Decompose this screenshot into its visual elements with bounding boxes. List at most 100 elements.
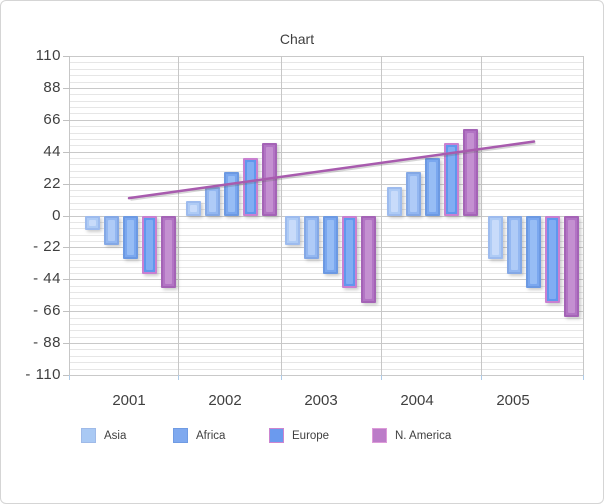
x-axis-tick (178, 375, 179, 380)
bar-n-america-2003[interactable] (360, 215, 376, 303)
gridline-minor (69, 196, 583, 198)
bar-highlight (189, 205, 197, 212)
gridline-minor (69, 164, 583, 166)
bar-highlight (145, 219, 153, 270)
gridline-minor (69, 336, 583, 338)
bar-asia-2001[interactable] (84, 215, 100, 230)
bar-series-2-2001[interactable] (103, 215, 119, 245)
y-axis-tick (63, 56, 70, 57)
gridline-minor (69, 177, 583, 179)
x-tick-label-2002: 2002 (208, 392, 242, 409)
trendline-layer (127, 140, 536, 201)
gridline-major (69, 56, 583, 57)
column-gridline (381, 56, 382, 375)
y-axis-tick (63, 215, 70, 217)
gridline-minor (69, 368, 583, 370)
bar-series-2-2005[interactable] (506, 215, 522, 274)
gridline-minor (69, 362, 583, 364)
bar-n-america-2001[interactable] (160, 215, 176, 288)
legend-swatch-africa (173, 428, 188, 443)
y-axis-tick (63, 375, 70, 376)
gridline-minor (69, 285, 583, 287)
bar-highlight (428, 161, 436, 212)
bar-highlight (227, 176, 235, 212)
column-gridline (178, 56, 179, 375)
bar-highlight (491, 219, 499, 255)
gridline-minor (69, 330, 583, 332)
x-tick-label-2001: 2001 (112, 392, 146, 409)
bar-asia-2002[interactable] (185, 201, 201, 216)
gridline-major (69, 151, 583, 153)
bar-highlight (466, 132, 474, 212)
x-axis-tick (381, 375, 382, 380)
bar-series-2-2003[interactable] (303, 215, 319, 259)
gridline-major (69, 279, 583, 281)
bar-africa-2003[interactable] (322, 215, 338, 274)
bar-africa-2001[interactable] (122, 215, 138, 259)
legend-swatch-europe (269, 428, 284, 443)
bar-n-america-2005[interactable] (563, 215, 579, 317)
gridline-minor (69, 68, 583, 70)
y-axis-tick (63, 87, 70, 89)
trendline-shadow (130, 141, 536, 201)
gridline-minor (69, 94, 583, 96)
y-tick-label: - 22 (33, 238, 61, 256)
gridline-minor (69, 132, 583, 134)
bar-highlight (246, 161, 254, 212)
bar-highlight (345, 219, 353, 284)
bar-highlight (126, 219, 134, 255)
bar-europe-2003[interactable] (341, 215, 357, 288)
gridline-minor (69, 81, 583, 83)
bar-highlight (567, 219, 575, 313)
y-tick-label: - 110 (25, 366, 61, 383)
bar-europe-2004[interactable] (443, 143, 459, 216)
bar-asia-2005[interactable] (487, 215, 503, 259)
gridline-minor (69, 100, 583, 102)
y-axis-tick (63, 183, 70, 185)
bar-asia-2004[interactable] (386, 186, 402, 216)
gridline-minor (69, 113, 583, 115)
bar-europe-2001[interactable] (141, 215, 157, 274)
gridline-minor (69, 292, 583, 294)
column-gridline (481, 56, 482, 375)
bar-highlight (447, 147, 455, 212)
legend-label-europe: Europe (292, 430, 330, 442)
y-tick-label: 0 (52, 206, 61, 224)
chart-title: Chart (279, 31, 315, 47)
bar-highlight (288, 219, 296, 241)
x-axis-tick (481, 375, 482, 380)
gridline-major (69, 87, 583, 89)
bar-highlight (364, 219, 372, 299)
legend-swatch-asia (81, 428, 96, 443)
bar-africa-2005[interactable] (525, 215, 541, 288)
column-gridline (281, 56, 282, 375)
gridline-major (69, 119, 583, 121)
bar-asia-2003[interactable] (284, 215, 300, 245)
bar-highlight (107, 219, 115, 241)
bar-highlight (510, 219, 518, 270)
bar-highlight (409, 176, 417, 212)
gridline-minor (69, 323, 583, 325)
y-tick-label: 88 (43, 78, 61, 96)
y-tick-label: 44 (43, 142, 61, 160)
y-tick-label: 110 (35, 47, 61, 64)
y-axis-tick (63, 279, 70, 281)
bar-highlight (307, 219, 315, 255)
bar-africa-2004[interactable] (424, 157, 440, 216)
gridline-minor (69, 75, 583, 77)
bar-europe-2002[interactable] (242, 157, 258, 216)
gridline-minor (69, 209, 583, 211)
y-tick-label: 22 (43, 174, 61, 192)
y-axis-tick (63, 119, 70, 121)
x-tick-label-2005: 2005 (496, 392, 530, 409)
x-tick-label-2003: 2003 (304, 392, 338, 409)
x-axis-tick (281, 375, 282, 380)
trendline[interactable] (127, 140, 536, 200)
bar-europe-2005[interactable] (544, 215, 560, 303)
x-axis-tick (69, 375, 70, 380)
gridline-major (69, 311, 583, 313)
bar-series-2-2004[interactable] (405, 172, 421, 216)
gridline-minor (69, 355, 583, 357)
gridline-minor (69, 298, 583, 300)
